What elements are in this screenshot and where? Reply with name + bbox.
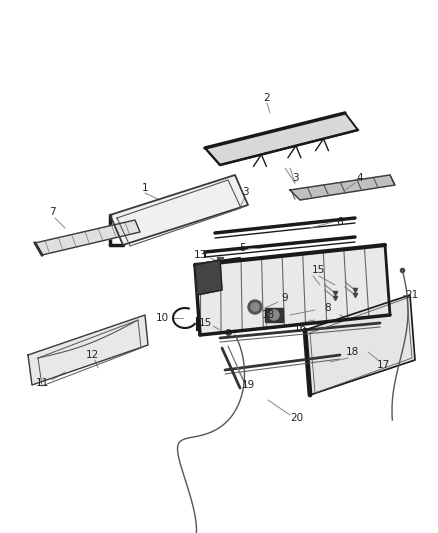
Polygon shape bbox=[28, 315, 148, 385]
Text: 6: 6 bbox=[337, 217, 343, 227]
Text: 1: 1 bbox=[141, 183, 148, 193]
Text: 2: 2 bbox=[264, 93, 270, 103]
Polygon shape bbox=[35, 220, 140, 255]
Text: 3: 3 bbox=[242, 187, 248, 197]
Text: 10: 10 bbox=[155, 313, 169, 323]
Polygon shape bbox=[110, 175, 248, 245]
Text: 18: 18 bbox=[261, 310, 275, 320]
Text: 3: 3 bbox=[292, 173, 298, 183]
Text: 9: 9 bbox=[282, 293, 288, 303]
Text: 16: 16 bbox=[293, 323, 307, 333]
Circle shape bbox=[251, 303, 259, 311]
Circle shape bbox=[269, 310, 279, 320]
Text: 15: 15 bbox=[198, 318, 212, 328]
Text: 12: 12 bbox=[85, 350, 99, 360]
Text: 4: 4 bbox=[357, 173, 363, 183]
Circle shape bbox=[248, 300, 262, 314]
Text: 19: 19 bbox=[241, 380, 254, 390]
Text: 7: 7 bbox=[49, 207, 55, 217]
Polygon shape bbox=[205, 113, 358, 165]
Text: 18: 18 bbox=[346, 347, 359, 357]
Text: 17: 17 bbox=[376, 360, 390, 370]
Text: 21: 21 bbox=[406, 290, 419, 300]
Polygon shape bbox=[290, 175, 395, 200]
Text: 11: 11 bbox=[35, 378, 49, 388]
Polygon shape bbox=[195, 245, 390, 335]
Text: 20: 20 bbox=[290, 413, 304, 423]
Bar bbox=[265, 308, 283, 322]
Text: 8: 8 bbox=[325, 303, 331, 313]
Polygon shape bbox=[195, 260, 222, 295]
Text: 5: 5 bbox=[239, 243, 245, 253]
Text: 15: 15 bbox=[311, 265, 325, 275]
Polygon shape bbox=[305, 295, 415, 395]
Text: 13: 13 bbox=[193, 250, 207, 260]
